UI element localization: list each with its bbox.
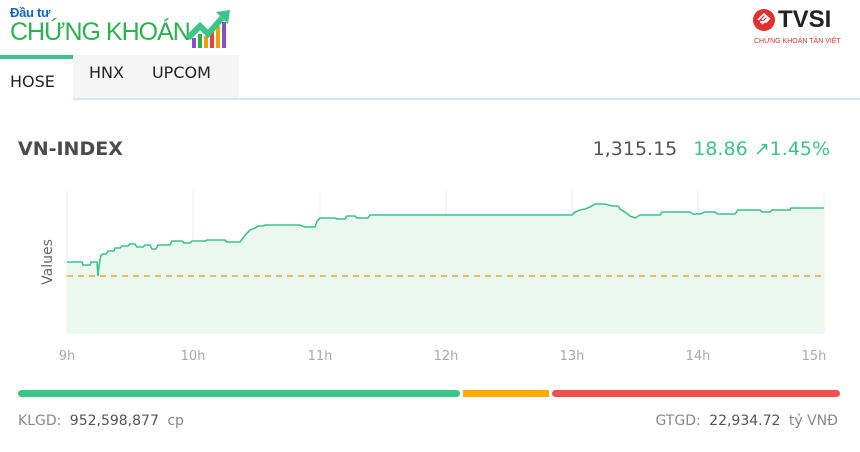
x-axis-ticks: 9h 10h 11h 12h 13h 14h 15h: [59, 349, 827, 364]
value-label: GTGD:: [655, 413, 701, 429]
volume-label: KLGD:: [18, 413, 62, 429]
tvsi-tagline: CHỨNG KHOÁN TÂN VIỆT: [754, 38, 841, 45]
tab-hose[interactable]: HOSE: [0, 55, 73, 98]
volume-value: 952,598,877: [69, 413, 159, 429]
index-price: 1,315.15: [592, 138, 678, 160]
tvsi-emblem-icon: [753, 9, 775, 31]
tab-hnx[interactable]: HNX: [89, 63, 124, 82]
value-unit: tỷ VNĐ: [788, 413, 838, 429]
chart-line: [67, 203, 824, 277]
value-value: 22,934.72: [709, 413, 781, 429]
logo-line2: CHỨNG KHOÁN: [10, 18, 191, 46]
svg-text:10h: 10h: [181, 349, 206, 364]
tvsi-name: TVSI: [778, 6, 832, 33]
index-change-group: 18.86 ↗1.45%: [693, 138, 830, 160]
y-axis-label: Values: [40, 239, 56, 285]
arrow-up-right-icon: ↗: [753, 138, 770, 160]
svg-text:12h: 12h: [434, 349, 459, 364]
chart-area: [67, 204, 824, 333]
tab-divider: [73, 98, 860, 100]
growth-chart-icon: [186, 10, 230, 48]
intraday-chart: Values 9h 10h 11h 12h 13h 14h 15h: [40, 191, 827, 364]
exchange-tabs: HOSE HNX UPCOM: [0, 55, 239, 99]
volume-unit: cp: [167, 413, 184, 429]
index-title: VN-INDEX: [18, 138, 123, 160]
tab-upcom[interactable]: UPCOM: [151, 63, 211, 82]
value-stat: GTGD: 22,934.72 tỷ VNĐ: [655, 413, 838, 429]
svg-text:9h: 9h: [59, 349, 76, 364]
svg-text:11h: 11h: [308, 349, 333, 364]
svg-text:15h: 15h: [802, 349, 827, 364]
breadth-bar-advancers: [18, 390, 460, 397]
breadth-bar-unchanged: [463, 390, 549, 397]
logo-line1: Đầu tư: [10, 5, 51, 20]
index-change-percent: 1.45%: [769, 138, 830, 160]
index-quote: 1,315.15 18.86 ↗1.45%: [593, 138, 830, 160]
volume-stat: KLGD: 952,598,877 cp: [18, 413, 184, 429]
index-change: 18.86: [693, 138, 748, 160]
breadth-bar-decliners: [552, 390, 840, 397]
svg-text:13h: 13h: [560, 349, 585, 364]
dautu-logo[interactable]: Đầu tư CHỨNG KHOÁN: [10, 5, 230, 48]
svg-text:14h: 14h: [686, 349, 711, 364]
